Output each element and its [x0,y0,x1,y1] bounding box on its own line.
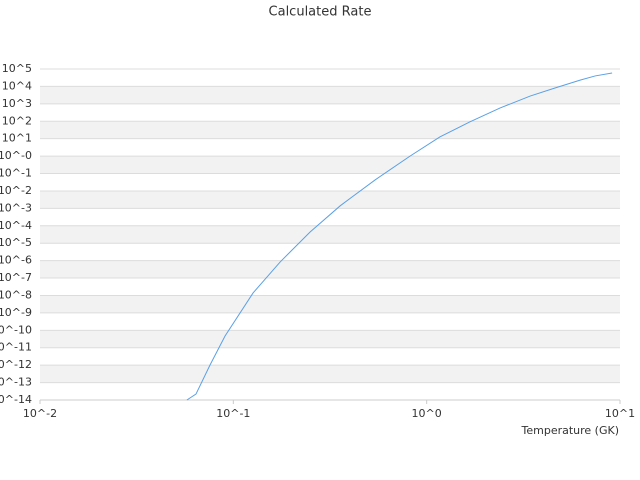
grid-band [40,86,620,104]
x-tick-label: 10^1 [605,407,635,420]
chart-title: Calculated Rate [269,5,372,20]
y-tick-label: 10^-8 [0,288,32,301]
y-tick-label: 10^-11 [0,341,32,354]
y-tick-label: 10^2 [2,114,32,127]
grid-band [40,260,620,279]
y-tick-label: 10^5 [2,62,32,75]
y-tick-label: 10^-12 [0,358,32,371]
y-tick-label: 10^-14 [0,393,32,406]
y-tick-label: 10^-6 [0,254,32,267]
grid-band [40,121,620,139]
y-tick-label: 10^-4 [0,219,32,232]
y-tick-label: 10^3 [2,97,32,110]
grid-band [40,156,620,174]
y-tick-label: 10^-3 [0,201,32,214]
grid-band [40,190,620,209]
y-tick-label: 10^-0 [0,149,32,162]
y-tick-label: 10^-1 [0,167,32,180]
grid-bands [40,86,620,383]
x-tick-label: 10^-1 [216,407,250,420]
y-tick-label: 10^-7 [0,271,32,284]
x-axis-label: Temperature (GK) [521,424,620,437]
y-tick-label: 10^-9 [0,306,32,319]
y-tick-label: 10^-2 [0,184,32,197]
x-tick-label: 10^0 [412,407,442,420]
y-tick-label: 10^-5 [0,236,32,249]
grid-band [40,330,620,348]
grid-band [40,365,620,383]
y-tick-label: 10^4 [2,79,32,92]
grid-band [40,295,620,313]
y-tick-label: 10^-10 [0,323,32,336]
y-tick-label: 10^-13 [0,376,32,389]
x-tick-label: 10^-2 [23,407,57,420]
line-series [186,72,613,401]
y-tick-label: 10^1 [2,132,32,145]
grid-band [40,225,620,244]
